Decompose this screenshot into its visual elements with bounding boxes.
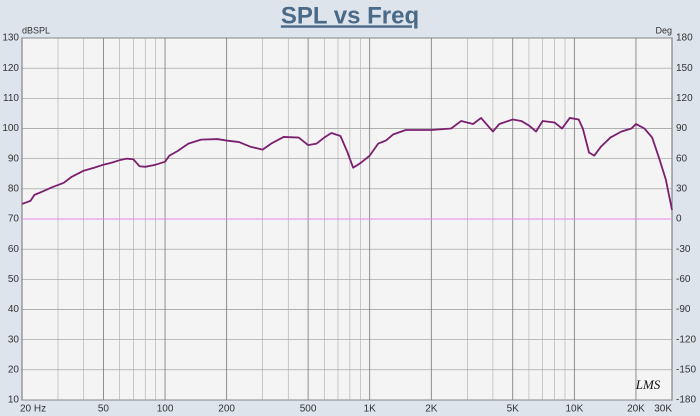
x-tick-label: 30K [654,404,672,415]
y2-axis-label: Deg [655,25,672,35]
x-tick-label: 10K [565,404,583,415]
y-tick-label: 20 [8,364,20,375]
y2-tick-label: -150 [676,364,696,375]
y2-tick-label: 30 [676,183,688,194]
y2-tick-label: -180 [676,395,696,406]
y2-tick-label: -60 [676,274,691,285]
y2-tick-label: -30 [676,244,691,255]
y-tick-label: 50 [8,274,20,285]
x-tick-label: 50 [98,404,110,415]
x-tick-label: 1K [364,404,377,415]
y2-tick-label: -90 [676,304,691,315]
y-tick-label: 30 [8,334,20,345]
y-tick-label: 90 [8,153,20,164]
y2-tick-label: 90 [676,123,688,134]
y-tick-label: 130 [2,33,19,44]
x-tick-label: 500 [300,404,317,415]
y2-tick-label: 150 [676,63,693,74]
y-tick-label: 40 [8,304,20,315]
x-tick-label: 5K [507,404,520,415]
watermark: LMS [635,377,661,392]
y2-tick-label: 180 [676,33,693,44]
x-tick-label: 20 Hz [20,404,46,415]
y-tick-label: 110 [3,93,19,104]
y-tick-label: 70 [8,214,20,225]
y-tick-label: 60 [8,244,20,255]
x-tick-label: 20K [627,404,645,415]
y-tick-label: 80 [8,183,20,194]
y-axis-label: dBSPL [22,25,50,35]
y2-tick-label: 0 [676,214,682,225]
y2-tick-label: -120 [676,334,696,345]
series-line [21,117,673,211]
y-tick-label: 100 [2,123,19,134]
y2-tick-label: 60 [676,153,688,164]
y-tick-label: 10 [8,395,20,406]
x-tick-label: 2K [425,404,438,415]
y-tick-label: 120 [2,63,19,74]
x-tick-label: 200 [218,404,235,415]
x-tick-label: 100 [157,404,174,415]
y2-tick-label: 120 [676,93,693,104]
chart-title: SPL vs Freq [281,2,419,29]
